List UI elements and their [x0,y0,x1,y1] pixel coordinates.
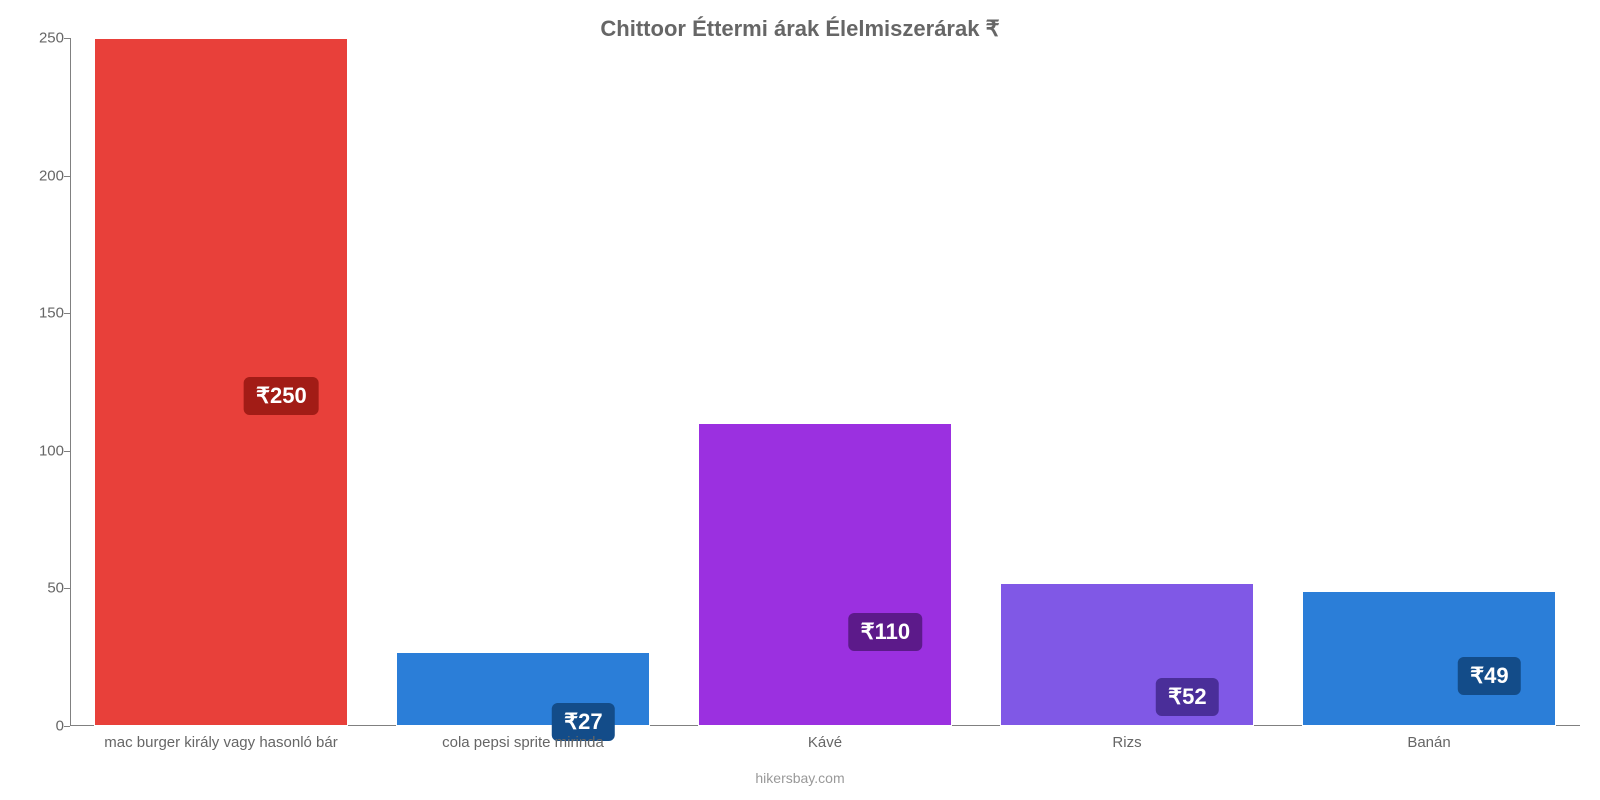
x-tick-label: cola pepsi sprite mirinda [373,734,673,751]
price-bar-chart: Chittoor Éttermi árak Élelmiszerárak ₹ 0… [0,0,1600,800]
y-tick-mark [64,726,70,727]
x-tick-label: Banán [1279,734,1579,751]
chart-footer: hikersbay.com [0,770,1600,786]
bar [698,423,952,726]
bar-slot: ₹27cola pepsi sprite mirinda [372,38,674,726]
value-badge: ₹250 [244,377,319,415]
x-tick-label: mac burger király vagy hasonló bár [71,734,371,751]
value-badge: ₹52 [1156,678,1218,716]
y-tick-label: 50 [20,580,64,597]
bar-slot: ₹110Kávé [674,38,976,726]
bar-slot: ₹52Rizs [976,38,1278,726]
y-tick-label: 200 [20,167,64,184]
y-tick-label: 150 [20,305,64,322]
x-tick-label: Rizs [977,734,1277,751]
bar-slot: ₹49Banán [1278,38,1580,726]
bars-group: ₹250mac burger király vagy hasonló bár₹2… [70,38,1580,726]
y-tick-label: 250 [20,30,64,47]
y-tick-label: 100 [20,442,64,459]
x-tick-label: Kávé [675,734,975,751]
bar-slot: ₹250mac burger király vagy hasonló bár [70,38,372,726]
value-badge: ₹110 [849,613,923,651]
value-badge: ₹49 [1458,657,1520,695]
plot-area: 050100150200250 ₹250mac burger király va… [70,38,1580,726]
y-tick-label: 0 [20,718,64,735]
